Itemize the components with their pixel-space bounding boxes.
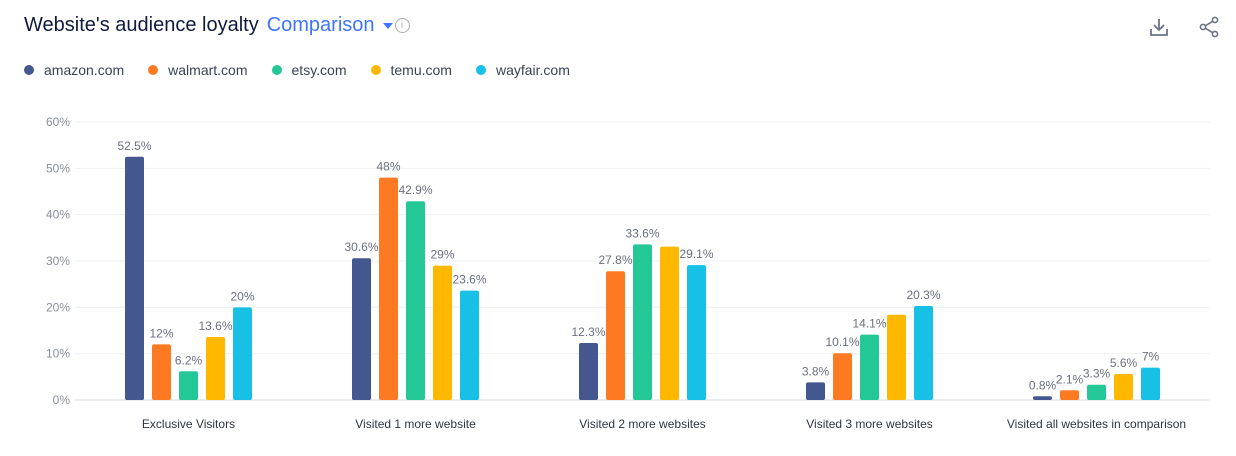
- data-label: 6.2%: [175, 353, 203, 367]
- legend-dot-icon: [370, 65, 381, 75]
- data-label: 5.6%: [1110, 356, 1138, 370]
- legend-label: wayfair.com: [495, 62, 570, 78]
- legend-dot-icon: [271, 65, 282, 75]
- bar[interactable]: [406, 201, 425, 400]
- legend-dot-icon: [24, 65, 34, 75]
- y-tick-label: 40%: [46, 208, 70, 222]
- bar[interactable]: [660, 246, 679, 400]
- data-label: 12.3%: [571, 325, 605, 339]
- bar[interactable]: [833, 353, 852, 400]
- legend-item[interactable]: temu.com: [370, 62, 452, 78]
- y-tick-label: 10%: [46, 347, 70, 361]
- data-label: 13.6%: [198, 319, 232, 333]
- data-label: 29.1%: [679, 247, 713, 261]
- legend-label: amazon.com: [44, 62, 125, 78]
- data-label: 27.8%: [598, 253, 632, 267]
- comparison-label: Comparison: [266, 14, 375, 36]
- y-tick-label: 60%: [46, 115, 70, 129]
- bar[interactable]: [379, 177, 398, 400]
- legend-label: temu.com: [390, 62, 452, 78]
- x-tick-label: Visited 1 more website: [355, 417, 476, 431]
- bar[interactable]: [179, 371, 198, 400]
- share-icon[interactable]: [1198, 16, 1220, 38]
- bar[interactable]: [579, 343, 598, 400]
- data-label: 14.1%: [852, 317, 886, 331]
- bar[interactable]: [1033, 396, 1052, 400]
- info-icon[interactable]: i: [394, 18, 410, 33]
- data-label: 52.5%: [117, 139, 151, 153]
- bar[interactable]: [1114, 374, 1133, 400]
- bar[interactable]: [1141, 367, 1160, 400]
- data-label: 2.1%: [1056, 372, 1084, 386]
- data-label: 29%: [430, 248, 454, 262]
- data-label: 3.8%: [802, 364, 830, 378]
- bar[interactable]: [687, 265, 706, 400]
- bar[interactable]: [914, 305, 933, 400]
- data-label: 7%: [1142, 350, 1160, 364]
- bar[interactable]: [152, 344, 171, 400]
- legend-dot-icon: [148, 65, 159, 75]
- legend-item[interactable]: etsy.com: [271, 62, 347, 78]
- y-tick-label: 30%: [46, 254, 70, 268]
- y-tick-label: 0%: [53, 393, 71, 407]
- x-tick-label: Visited 3 more websites: [806, 417, 933, 431]
- bar[interactable]: [233, 307, 252, 400]
- data-label: 10.1%: [825, 335, 859, 349]
- x-tick-label: Visited all websites in comparison: [1007, 417, 1186, 431]
- data-label: 30.6%: [344, 240, 378, 254]
- bar[interactable]: [460, 290, 479, 400]
- bar[interactable]: [887, 314, 906, 400]
- bar[interactable]: [352, 258, 371, 400]
- data-label: 0.8%: [1029, 378, 1057, 392]
- download-icon[interactable]: [1148, 16, 1170, 38]
- comparison-dropdown[interactable]: Comparison: [267, 14, 393, 37]
- x-tick-label: Visited 2 more websites: [579, 417, 706, 431]
- legend-item[interactable]: walmart.com: [148, 62, 248, 78]
- bar[interactable]: [206, 336, 225, 400]
- x-tick-label: Exclusive Visitors: [142, 417, 235, 431]
- bar[interactable]: [125, 156, 144, 400]
- bar[interactable]: [1060, 390, 1079, 400]
- data-label: 3.3%: [1083, 367, 1111, 381]
- bar[interactable]: [606, 271, 625, 400]
- data-label: 48%: [376, 160, 400, 174]
- legend-label: walmart.com: [168, 62, 248, 78]
- chart-header: Website's audience loyalty Comparison i: [24, 14, 410, 37]
- bar[interactable]: [806, 382, 825, 400]
- bar[interactable]: [860, 334, 879, 400]
- legend-dot-icon: [475, 65, 486, 75]
- chart-title: Website's audience loyalty: [24, 14, 259, 36]
- data-label: 42.9%: [398, 183, 432, 197]
- bar[interactable]: [433, 265, 452, 400]
- legend-item[interactable]: amazon.com: [24, 62, 124, 78]
- legend: amazon.com walmart.com etsy.com temu.com way…: [24, 62, 570, 78]
- legend-label: etsy.com: [291, 62, 347, 78]
- legend-item[interactable]: wayfair.com: [475, 62, 570, 78]
- data-label: 23.6%: [452, 273, 486, 287]
- data-label: 33.6%: [625, 226, 659, 240]
- data-label: 20%: [230, 289, 254, 303]
- data-label: 12%: [149, 326, 173, 340]
- data-label: 20.3%: [906, 288, 940, 302]
- y-tick-label: 20%: [46, 300, 70, 314]
- bar[interactable]: [633, 244, 652, 400]
- bar[interactable]: [1087, 384, 1106, 400]
- caret-down-icon: [382, 22, 393, 29]
- y-tick-label: 50%: [46, 161, 70, 175]
